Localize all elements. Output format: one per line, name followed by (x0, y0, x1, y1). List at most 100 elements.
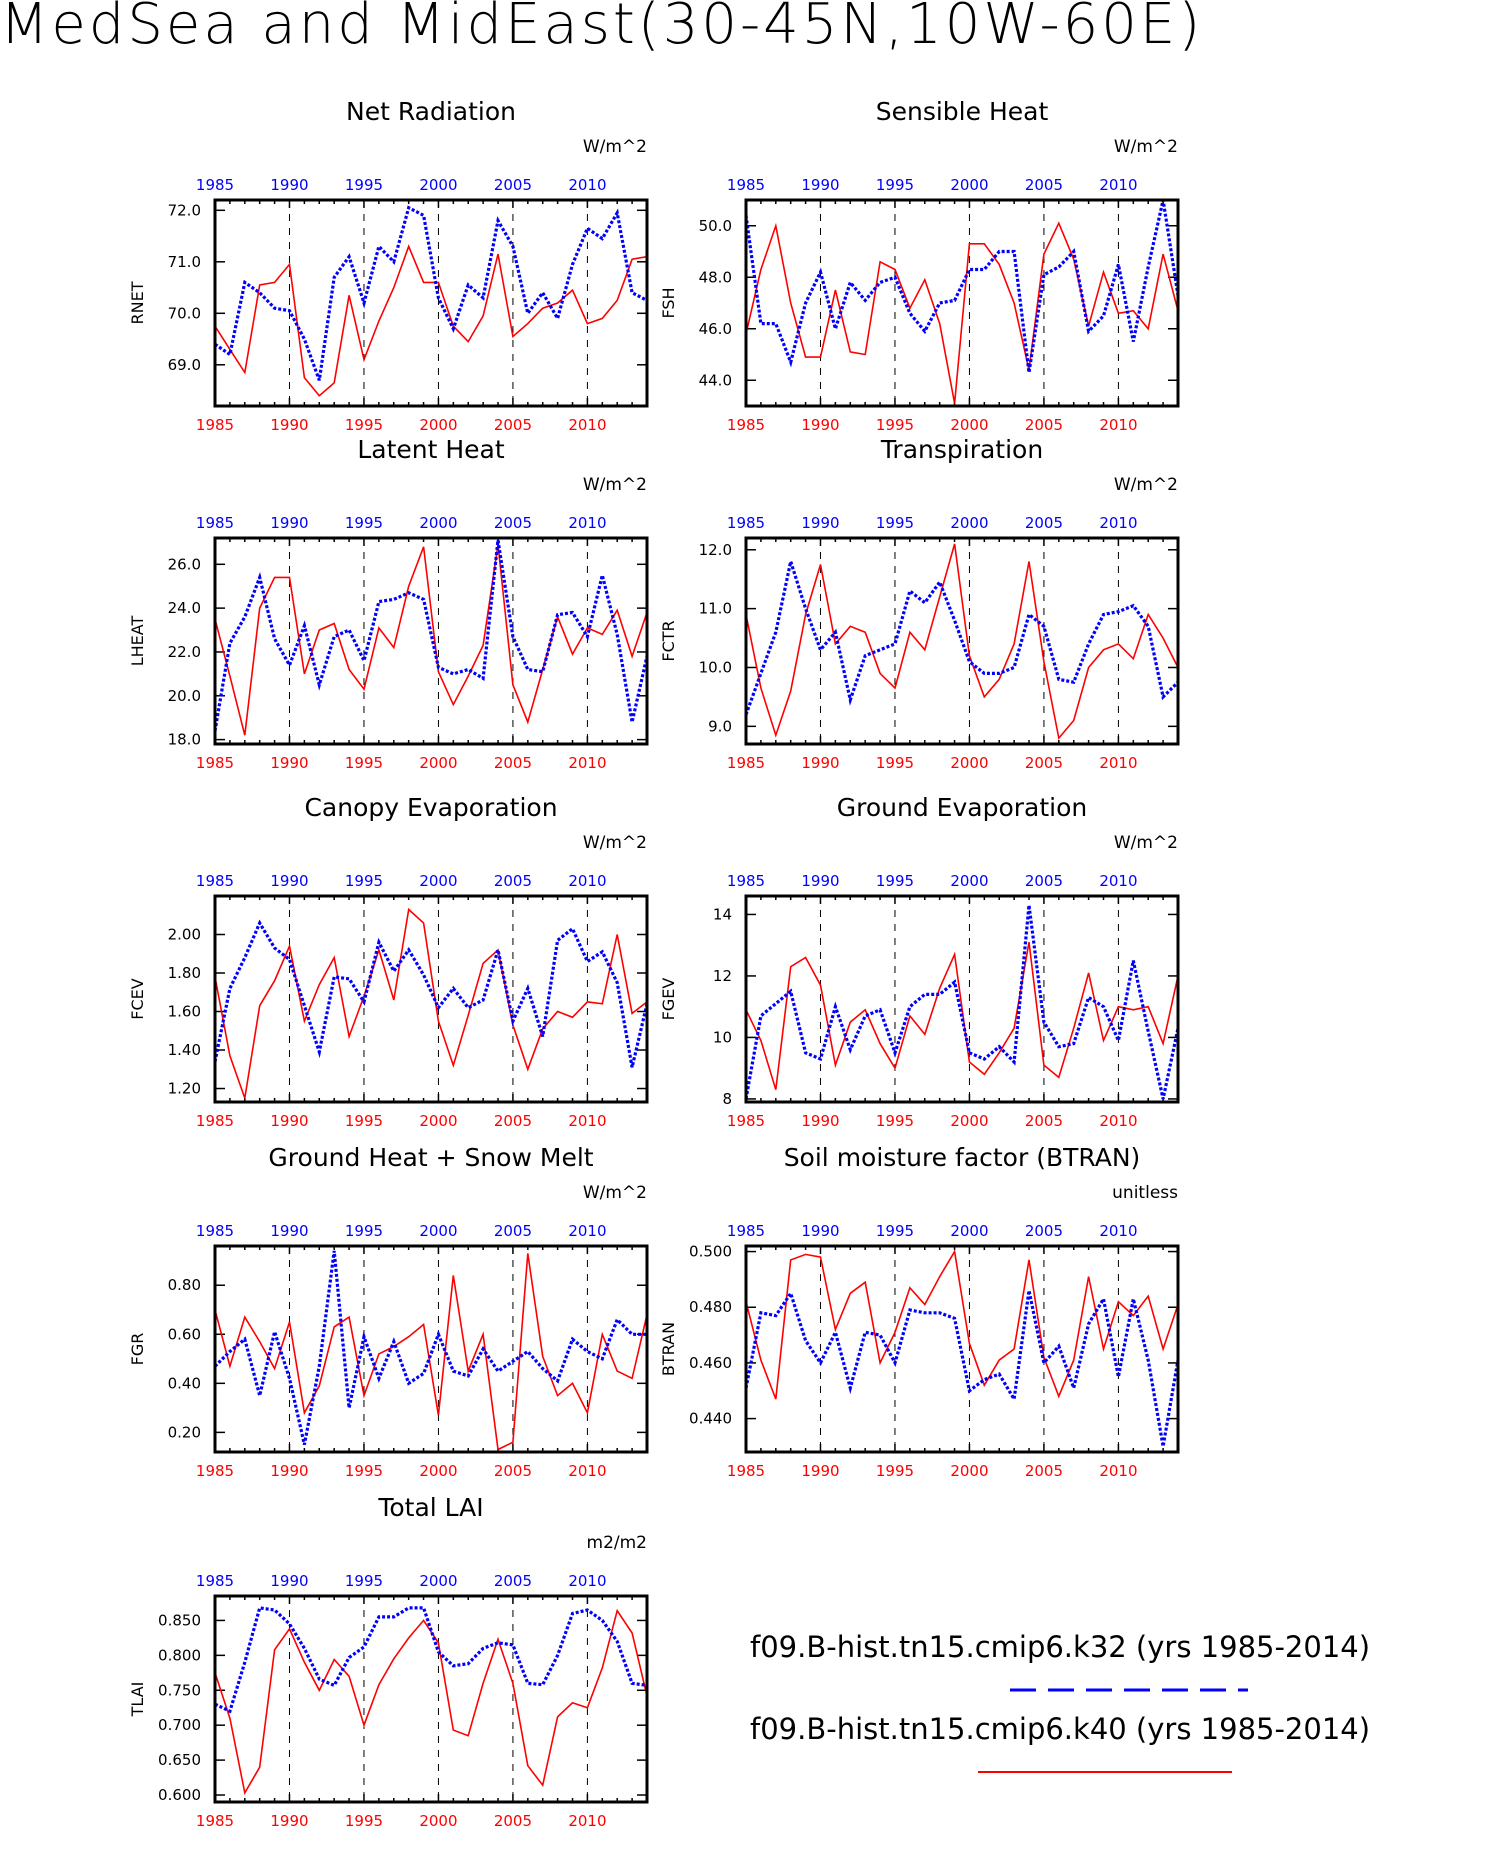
y-tick-label: 0.500 (689, 1243, 732, 1261)
x-tick-label-top: 2000 (950, 176, 988, 194)
series-line-k40 (745, 221, 1179, 404)
y-tick-label: 46.0 (699, 320, 732, 338)
chart-ylabel: TLAI (128, 1682, 147, 1718)
y-tick-label: 0.40 (168, 1374, 201, 1392)
x-tick-label-top: 1985 (727, 1222, 765, 1240)
x-tick-label-top: 1990 (801, 176, 839, 194)
x-tick-label-top: 1995 (345, 176, 383, 194)
chart-panel: Net Radiation W/m^2 RNET 1985 1985 1990 1990 19… (128, 97, 649, 434)
x-tick-label-top: 1995 (345, 872, 383, 890)
chart-frame (744, 894, 1180, 1104)
y-tick-label: 0.440 (689, 1410, 732, 1428)
x-tick-label-bottom: 2005 (1025, 1462, 1063, 1480)
y-tick-label: 9.0 (708, 717, 732, 735)
x-tick-label-top: 2000 (419, 872, 457, 890)
x-tick-label-bottom: 2005 (1025, 1112, 1063, 1130)
x-tick-label-bottom: 1995 (876, 416, 914, 434)
x-tick-label-bottom: 2005 (494, 1462, 532, 1480)
chart-panel: Canopy Evaporation W/m^2 FCEV 1985 1985 1990 1… (128, 793, 649, 1130)
x-tick-label-top: 1990 (801, 514, 839, 532)
x-tick-label-top: 1995 (876, 514, 914, 532)
x-tick-label-top: 1995 (345, 514, 383, 532)
chart-ylabel: FGR (128, 1333, 147, 1366)
chart-ylabel: FSH (659, 287, 678, 318)
chart-ylabel: BTRAN (659, 1322, 678, 1376)
chart-units: W/m^2 (583, 833, 647, 853)
x-tick-label-top: 2010 (1099, 1222, 1137, 1240)
y-tick-label: 8 (722, 1090, 732, 1108)
x-tick-label-top: 2000 (419, 1572, 457, 1590)
legend-label-k32: f09.B-hist.tn15.cmip6.k32 (yrs 1985-2014… (750, 1630, 1371, 1664)
y-tick-label: 26.0 (168, 555, 201, 573)
x-tick-label-bottom: 1995 (876, 1112, 914, 1130)
chart-ylabel: FGEV (659, 978, 678, 1021)
series-line-k40 (745, 941, 1179, 1090)
y-tick-label: 18.0 (168, 731, 201, 749)
x-tick-label-top: 2005 (1025, 872, 1063, 890)
y-tick-label: 11.0 (699, 600, 732, 618)
chart-title: Net Radiation (346, 97, 516, 126)
x-tick-label-bottom: 2005 (1025, 754, 1063, 772)
y-tick-label: 2.00 (168, 926, 201, 944)
chart-frame (213, 198, 649, 408)
x-tick-label-bottom: 2000 (419, 1462, 457, 1480)
chart-units: W/m^2 (1114, 137, 1178, 157)
y-tick-label: 70.0 (168, 304, 201, 322)
legend-label-k40: f09.B-hist.tn15.cmip6.k40 (yrs 1985-2014… (750, 1712, 1371, 1746)
x-tick-label-bottom: 1990 (270, 754, 308, 772)
x-tick-label-top: 2005 (494, 1572, 532, 1590)
x-tick-label-bottom: 2000 (419, 416, 457, 434)
series-line-k40 (214, 1253, 648, 1451)
y-tick-label: 44.0 (699, 371, 732, 389)
y-tick-label: 12.0 (699, 541, 732, 559)
series-line-k32 (744, 555, 1180, 716)
x-tick-label-bottom: 2000 (419, 754, 457, 772)
x-tick-label-bottom: 1995 (876, 754, 914, 772)
series-line-k40 (745, 1249, 1179, 1400)
x-tick-label-bottom: 2000 (950, 416, 988, 434)
chart-units: unitless (1112, 1183, 1178, 1203)
x-tick-label-top: 2000 (419, 1222, 457, 1240)
x-tick-label-top: 1985 (196, 1572, 234, 1590)
y-tick-label: 22.0 (168, 643, 201, 661)
x-tick-label-top: 2000 (419, 514, 457, 532)
x-tick-label-bottom: 2010 (1099, 754, 1137, 772)
y-tick-label: 0.480 (689, 1298, 732, 1316)
chart-units: W/m^2 (583, 1183, 647, 1203)
x-tick-label-top: 1995 (345, 1572, 383, 1590)
y-tick-label: 14 (713, 905, 732, 923)
x-tick-label-bottom: 2010 (1099, 416, 1137, 434)
x-tick-label-top: 2010 (568, 176, 606, 194)
x-tick-label-bottom: 1990 (801, 754, 839, 772)
series-line-k32 (214, 1606, 648, 1714)
x-tick-label-bottom: 2000 (950, 1462, 988, 1480)
x-tick-label-bottom: 1985 (196, 1112, 234, 1130)
legend-swatch-k32 (1010, 1688, 1248, 1692)
x-tick-label-top: 1985 (727, 872, 765, 890)
x-tick-label-top: 2010 (568, 872, 606, 890)
y-tick-label: 0.20 (168, 1423, 201, 1441)
x-tick-label-top: 2000 (950, 1222, 988, 1240)
chart-title: Latent Heat (357, 435, 505, 464)
x-tick-label-bottom: 1990 (270, 416, 308, 434)
series-line-k40 (214, 907, 648, 1099)
x-tick-label-bottom: 2010 (568, 754, 606, 772)
x-tick-label-bottom: 1985 (727, 416, 765, 434)
chart-title: Sensible Heat (876, 97, 1049, 126)
chart-panel: Ground Evaporation W/m^2 FGEV 1985 1985 1990 1… (659, 793, 1180, 1130)
chart-units: W/m^2 (1114, 475, 1178, 495)
chart-frame (744, 536, 1180, 746)
x-tick-label-top: 1995 (345, 1222, 383, 1240)
y-tick-label: 0.700 (158, 1716, 201, 1734)
x-tick-label-bottom: 1985 (196, 416, 234, 434)
x-tick-label-bottom: 1995 (345, 1112, 383, 1130)
x-tick-label-top: 1985 (196, 176, 234, 194)
x-tick-label-bottom: 1995 (345, 754, 383, 772)
x-tick-label-top: 1995 (876, 872, 914, 890)
x-tick-label-bottom: 1990 (270, 1812, 308, 1830)
y-tick-label: 72.0 (168, 201, 201, 219)
x-tick-label-top: 2010 (1099, 176, 1137, 194)
x-tick-label-top: 2000 (950, 872, 988, 890)
series-line-k40 (214, 244, 648, 397)
x-tick-label-bottom: 2010 (1099, 1112, 1137, 1130)
